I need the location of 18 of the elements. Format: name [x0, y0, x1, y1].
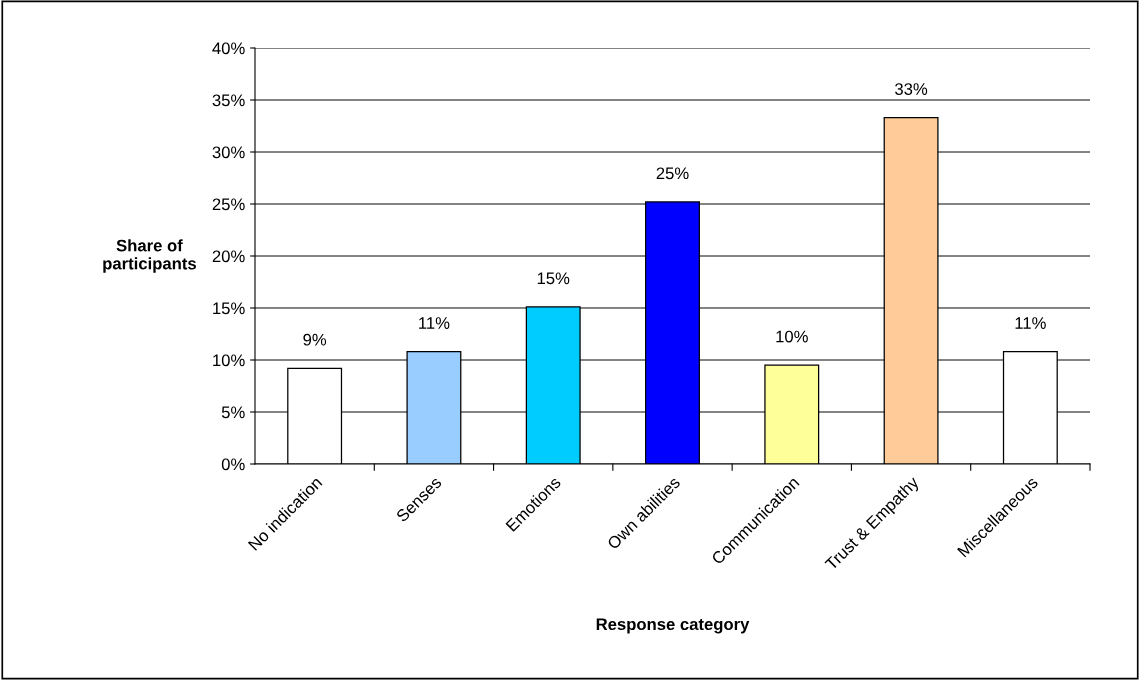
y-tick-label: 10%	[213, 354, 245, 367]
y-tick-label: 5%	[221, 406, 245, 419]
data-label: 10%	[776, 330, 808, 343]
data-label: 11%	[1015, 317, 1046, 329]
data-label: 15%	[537, 272, 570, 285]
y-tick-label: 40%	[212, 42, 245, 55]
y-tick-label: 30%	[212, 146, 245, 159]
data-label: 9%	[303, 333, 327, 346]
y-tick-label: 0%	[221, 458, 245, 471]
y-tick-label: 35%	[212, 94, 245, 107]
x-axis-title: Response category	[596, 618, 750, 634]
y-axis-title: Share of participants	[103, 239, 196, 273]
data-label: 25%	[656, 167, 689, 180]
y-tick-label: 20%	[212, 250, 245, 263]
data-label: 33%	[895, 83, 928, 95]
y-tick-label: 25%	[212, 198, 245, 211]
y-tick-label: 15%	[213, 302, 245, 315]
data-label: 11%	[419, 317, 450, 329]
